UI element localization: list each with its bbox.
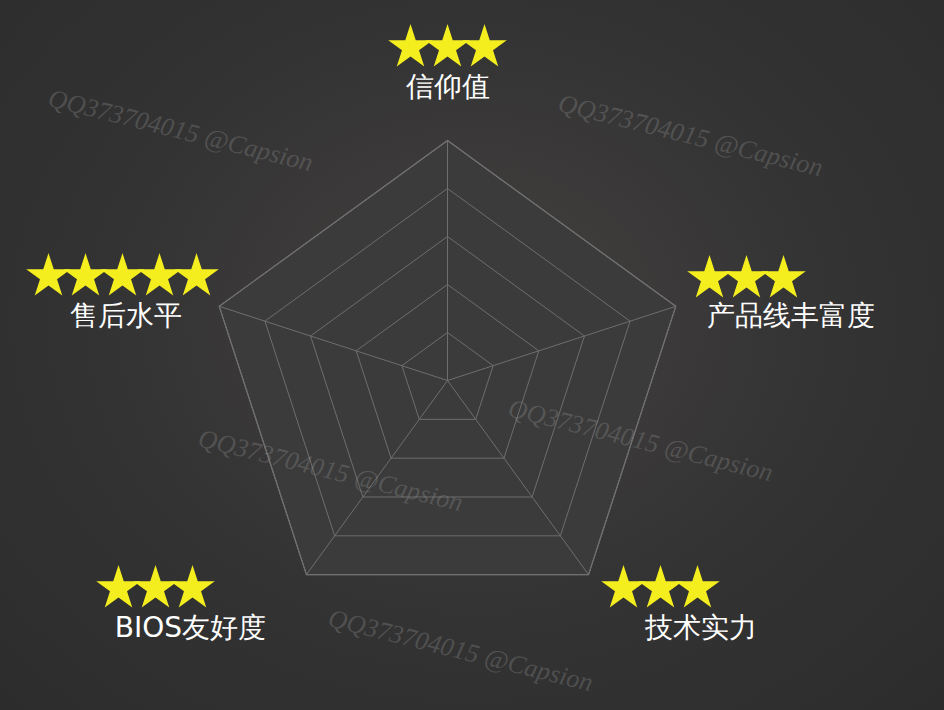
svg-text:技术实力: 技术实力 xyxy=(644,611,757,644)
svg-text:BIOS友好度: BIOS友好度 xyxy=(115,611,266,644)
svg-text:信仰值: 信仰值 xyxy=(406,70,490,103)
svg-text:QQ373704015 @Capsion: QQ373704015 @Capsion xyxy=(325,603,596,697)
svg-text:QQ373704015 @Capsion: QQ373704015 @Capsion xyxy=(505,393,776,487)
svg-text:售后水平: 售后水平 xyxy=(70,299,182,332)
svg-text:QQ373704015 @Capsion: QQ373704015 @Capsion xyxy=(45,83,316,177)
svg-text:QQ373704015 @Capsion: QQ373704015 @Capsion xyxy=(195,423,466,517)
svg-text:QQ373704015 @Capsion: QQ373704015 @Capsion xyxy=(555,88,826,182)
svg-text:产品线丰富度: 产品线丰富度 xyxy=(707,299,875,332)
